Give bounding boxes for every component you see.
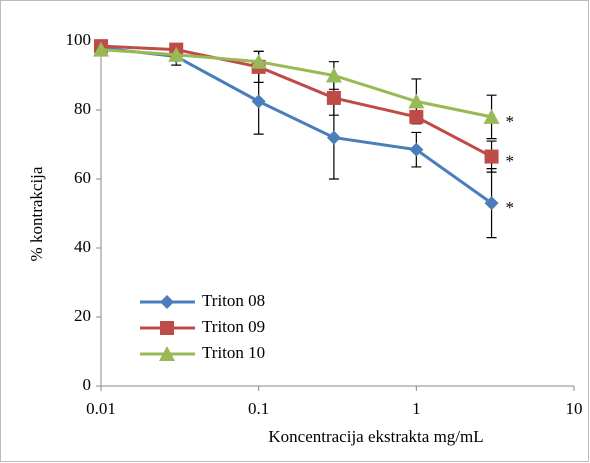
- annotation: *: [506, 151, 515, 170]
- marker: [168, 46, 185, 62]
- y-tick-label: 100: [66, 30, 92, 49]
- series-line: [100, 48, 492, 119]
- annotation: *: [506, 112, 515, 131]
- x-axis-label: Koncentracija ekstrakta mg/mL: [268, 427, 483, 446]
- marker: [93, 41, 109, 57]
- marker: [250, 53, 267, 69]
- marker: [409, 109, 424, 124]
- x-tick-label: 0.01: [86, 399, 116, 418]
- marker: [325, 67, 342, 83]
- y-tick-label: 60: [74, 168, 91, 187]
- x-tick-label: 1: [412, 399, 421, 418]
- marker: [251, 94, 266, 109]
- x-tick-label: 10: [566, 399, 583, 418]
- series-line: [100, 44, 493, 158]
- marker: [326, 130, 341, 145]
- legend-label: Triton 08: [202, 291, 265, 310]
- marker: [408, 93, 425, 109]
- y-axis-label: % kontrakcija: [27, 166, 46, 261]
- marker: [326, 90, 341, 105]
- marker: [160, 321, 174, 335]
- marker: [159, 346, 175, 361]
- y-tick-label: 0: [83, 375, 92, 394]
- marker: [409, 142, 424, 157]
- marker: [160, 295, 174, 309]
- x-tick-label: 0.1: [248, 399, 269, 418]
- y-tick-label: 80: [74, 99, 91, 118]
- legend-label: Triton 09: [202, 317, 265, 336]
- annotation: *: [506, 198, 515, 217]
- marker: [484, 149, 499, 164]
- marker: [484, 196, 499, 211]
- legend-label: Triton 10: [202, 343, 265, 362]
- marker: [483, 108, 500, 124]
- y-tick-label: 40: [74, 237, 91, 256]
- y-tick-label: 20: [74, 306, 91, 325]
